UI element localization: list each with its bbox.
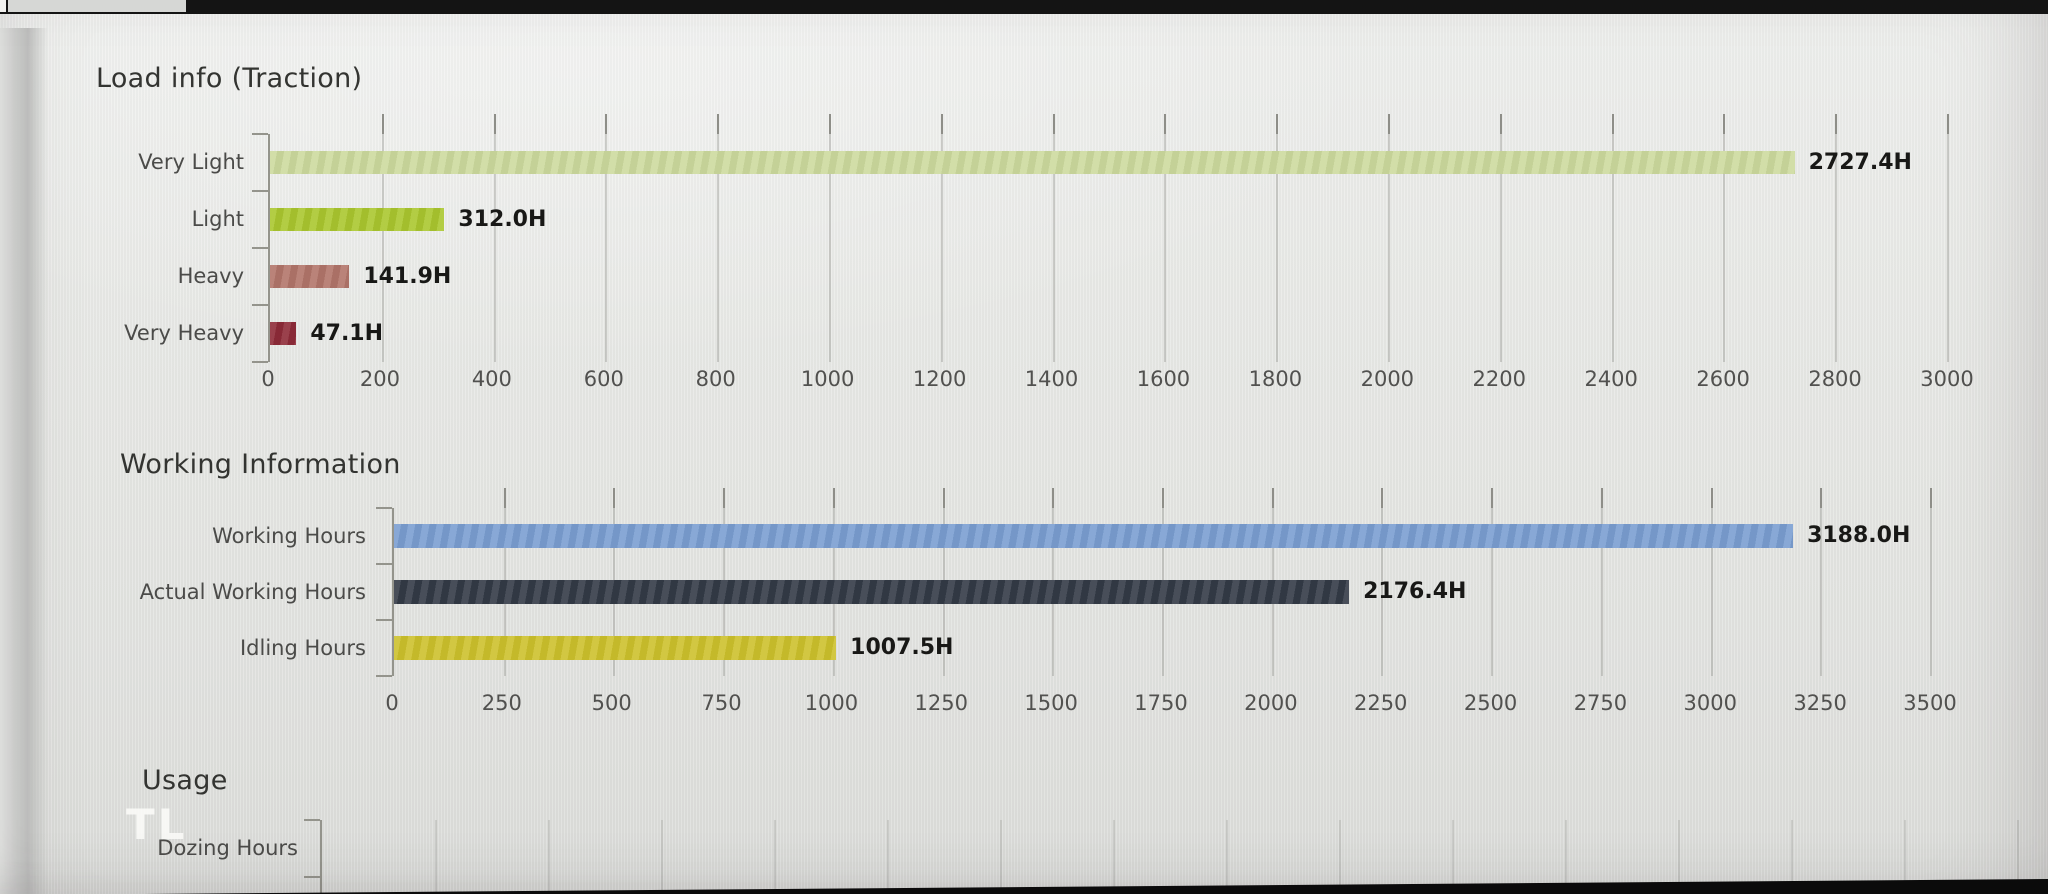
category-label: Dozing Hours <box>157 836 298 860</box>
axis-bracket-tick <box>304 876 320 878</box>
category-label: Actual Working Hours <box>139 580 366 604</box>
value-label: 312.0H <box>458 207 547 232</box>
axis-bracket-tick <box>376 507 392 509</box>
chart-title-working-information: Working Information <box>120 449 401 480</box>
axis-tick-label: 2750 <box>1573 691 1628 715</box>
gridline <box>774 820 776 894</box>
axis-tick-label: 1750 <box>1134 691 1188 715</box>
value-label: 141.9H <box>363 264 452 289</box>
axis-tick-label: 1000 <box>800 367 855 391</box>
load-info-plot: Very Light 2727.4H Light 312.0H Heavy 141.9H V… <box>124 114 1949 363</box>
gridline <box>661 820 663 894</box>
axis-tick-label: 1800 <box>1248 367 1303 391</box>
bezel-top-tab <box>8 0 186 12</box>
axis-tick-label: 600 <box>583 367 624 391</box>
axis-tick-label: 2200 <box>1472 367 1526 391</box>
gridline <box>1000 820 1002 894</box>
x-axis-tick-labels: 0 250 500 750 1000 1250 1500 1750 2000 2250 2500 27… <box>385 690 1956 716</box>
category-label: Idling Hours <box>239 636 366 660</box>
bar-idling-hours <box>394 636 837 660</box>
axis-tick-label: 500 <box>591 691 632 715</box>
gridline <box>1947 114 1949 362</box>
bezel-top-strip <box>0 0 2048 14</box>
bar-very-light <box>270 151 1795 174</box>
axis-bracket-tick <box>252 304 268 306</box>
bar-heavy <box>270 265 350 288</box>
gridline <box>548 820 550 894</box>
gridline <box>1930 488 1932 676</box>
gridline <box>435 820 437 894</box>
axis-bracket-tick <box>376 563 392 565</box>
gridline <box>1451 820 1454 894</box>
category-label: Working Hours <box>212 524 366 548</box>
gridline <box>1600 488 1603 676</box>
axis-tick-label: 2800 <box>1808 367 1862 391</box>
axis-tick-label: 2400 <box>1584 367 1638 391</box>
axis-bracket-tick <box>252 133 268 135</box>
value-label: 1007.5H <box>850 635 954 660</box>
axis-tick-label: 0 <box>385 691 399 715</box>
axis-tick-label: 3250 <box>1793 691 1847 715</box>
axis-tick-label: 1000 <box>804 691 859 715</box>
value-label: 47.1H <box>310 321 384 346</box>
dashboard-screen: Load info (Traction) Very Light 2727.4H Li… <box>0 14 2048 894</box>
axis-bracket-tick <box>304 819 320 821</box>
category-label: Light <box>191 207 244 231</box>
category-label: Heavy <box>177 264 244 288</box>
category-label: Very Heavy <box>124 321 244 345</box>
chart-title-load-info: Load info (Traction) <box>96 63 363 94</box>
working-information-plot: Working Hours 3188.0H Actual Working Hours… <box>140 488 1932 677</box>
axis-tick-label: 1400 <box>1024 367 1079 391</box>
x-axis-tick-labels: 0 200 400 600 800 1000 1200 1400 1600 1800 2000 220… <box>261 366 1973 392</box>
axis-tick-label: 3000 <box>1920 367 1974 391</box>
bezel-top-left-corner <box>0 0 6 12</box>
gridline <box>886 820 889 894</box>
axis-bracket-tick <box>252 361 268 363</box>
gridline <box>1339 820 1341 894</box>
axis-tick-label: 1600 <box>1136 367 1191 391</box>
axis-tick-label: 3000 <box>1683 691 1738 715</box>
value-label: 3188.0H <box>1807 523 1911 548</box>
axis-tick-label: 0 <box>261 367 275 391</box>
value-label: 2727.4H <box>1808 150 1912 175</box>
gridline <box>1710 488 1713 676</box>
charts-content: Load info (Traction) Very Light 2727.4H Li… <box>0 14 2048 894</box>
axis-tick-label: 1250 <box>914 691 969 715</box>
axis-tick-label: 800 <box>695 367 736 391</box>
axis-tick-label: 2250 <box>1353 691 1408 715</box>
axis-tick-label: 1200 <box>912 367 967 391</box>
tl-watermark: TL <box>126 800 188 849</box>
axis-tick-label: 1500 <box>1024 691 1078 715</box>
chart-title-usage: Usage <box>142 765 228 796</box>
gridline <box>1113 820 1115 894</box>
axis-bracket-tick <box>252 247 268 249</box>
bar-light <box>270 208 445 231</box>
axis-tick-label: 2500 <box>1463 691 1518 715</box>
category-label: Very Light <box>138 150 244 174</box>
axis-tick-label: 200 <box>359 367 400 391</box>
axis-bracket-tick <box>252 190 268 192</box>
bar-working-hours <box>394 524 1794 548</box>
gridline <box>1491 488 1494 676</box>
axis-tick-label: 250 <box>481 691 522 715</box>
axis-tick-label: 3500 <box>1903 691 1957 715</box>
axis-bracket-tick <box>376 619 392 621</box>
value-label: 2176.4H <box>1363 579 1467 604</box>
axis-tick-label: 2600 <box>1696 367 1750 391</box>
bar-actual-working-hours <box>394 580 1350 604</box>
axis-tick-label: 750 <box>701 691 742 715</box>
axis-tick-label: 400 <box>471 367 512 391</box>
axis-bracket-tick <box>376 675 392 677</box>
gridline <box>1226 820 1228 894</box>
axis-tick-label: 2000 <box>1360 367 1415 391</box>
bar-very-heavy <box>270 322 297 345</box>
axis-tick-label: 2000 <box>1244 691 1298 715</box>
